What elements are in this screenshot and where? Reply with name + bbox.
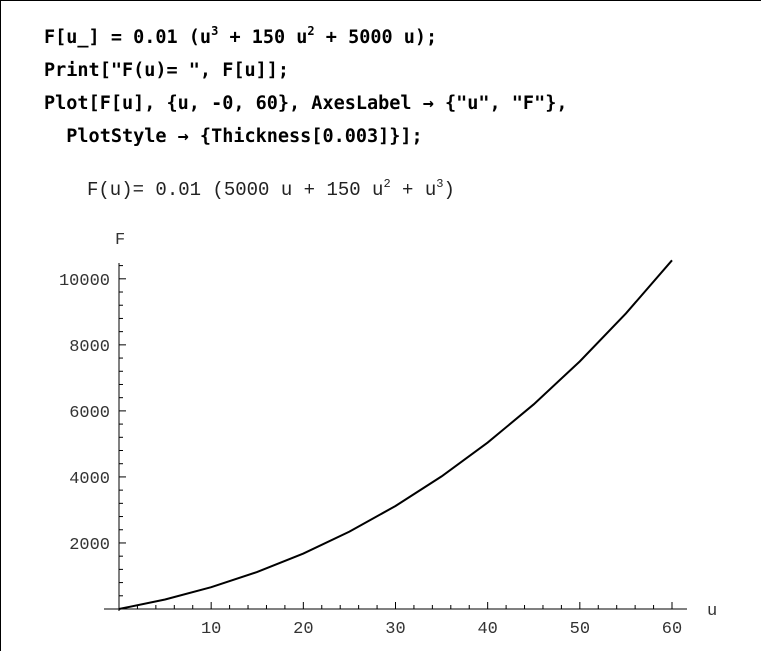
exponent: 2 bbox=[383, 177, 391, 191]
exponent: 2 bbox=[307, 24, 315, 38]
x-tick-label: 60 bbox=[662, 620, 682, 639]
exponent: 3 bbox=[436, 177, 444, 191]
x-tick-label: 30 bbox=[385, 620, 405, 639]
series-line bbox=[118, 259, 673, 610]
input-line-1[interactable]: F[u_] = 0.01 (u3 + 150 u2 + 5000 u); bbox=[44, 24, 438, 48]
y-tick-label: 10000 bbox=[59, 272, 110, 291]
code-text: + 5000 u); bbox=[314, 27, 438, 48]
y-tick-label: 2000 bbox=[69, 536, 110, 555]
output-text: ) bbox=[443, 179, 455, 201]
output-text: F(u)= 0.01 (5000 u + 150 u bbox=[87, 179, 384, 201]
y-tick-label: 4000 bbox=[69, 470, 110, 489]
print-output: F(u)= 0.01 (5000 u + 150 u2 + u3) bbox=[87, 177, 455, 201]
input-line-2[interactable]: Print["F(u)= ", F[u]]; bbox=[44, 60, 290, 81]
code-text: + 150 u bbox=[218, 27, 308, 48]
y-axis-label: F bbox=[115, 231, 125, 250]
input-line-3[interactable]: Plot[F[u], {u, -0, 60}, AxesLabel → {"u"… bbox=[44, 93, 568, 114]
y-tick-label: 8000 bbox=[69, 338, 110, 357]
y-tick-label: 6000 bbox=[69, 404, 110, 423]
code-text: F[u_] = 0.01 (u bbox=[44, 27, 212, 48]
exponent: 3 bbox=[211, 24, 219, 38]
x-tick-label: 50 bbox=[570, 620, 590, 639]
x-tick-label: 40 bbox=[477, 620, 497, 639]
input-line-4[interactable]: PlotStyle → {Thickness[0.003]}]; bbox=[44, 126, 423, 147]
x-axis-label: u bbox=[707, 602, 717, 621]
x-tick-label: 20 bbox=[293, 620, 313, 639]
x-tick-label: 10 bbox=[201, 620, 221, 639]
output-text: + u bbox=[390, 179, 437, 201]
